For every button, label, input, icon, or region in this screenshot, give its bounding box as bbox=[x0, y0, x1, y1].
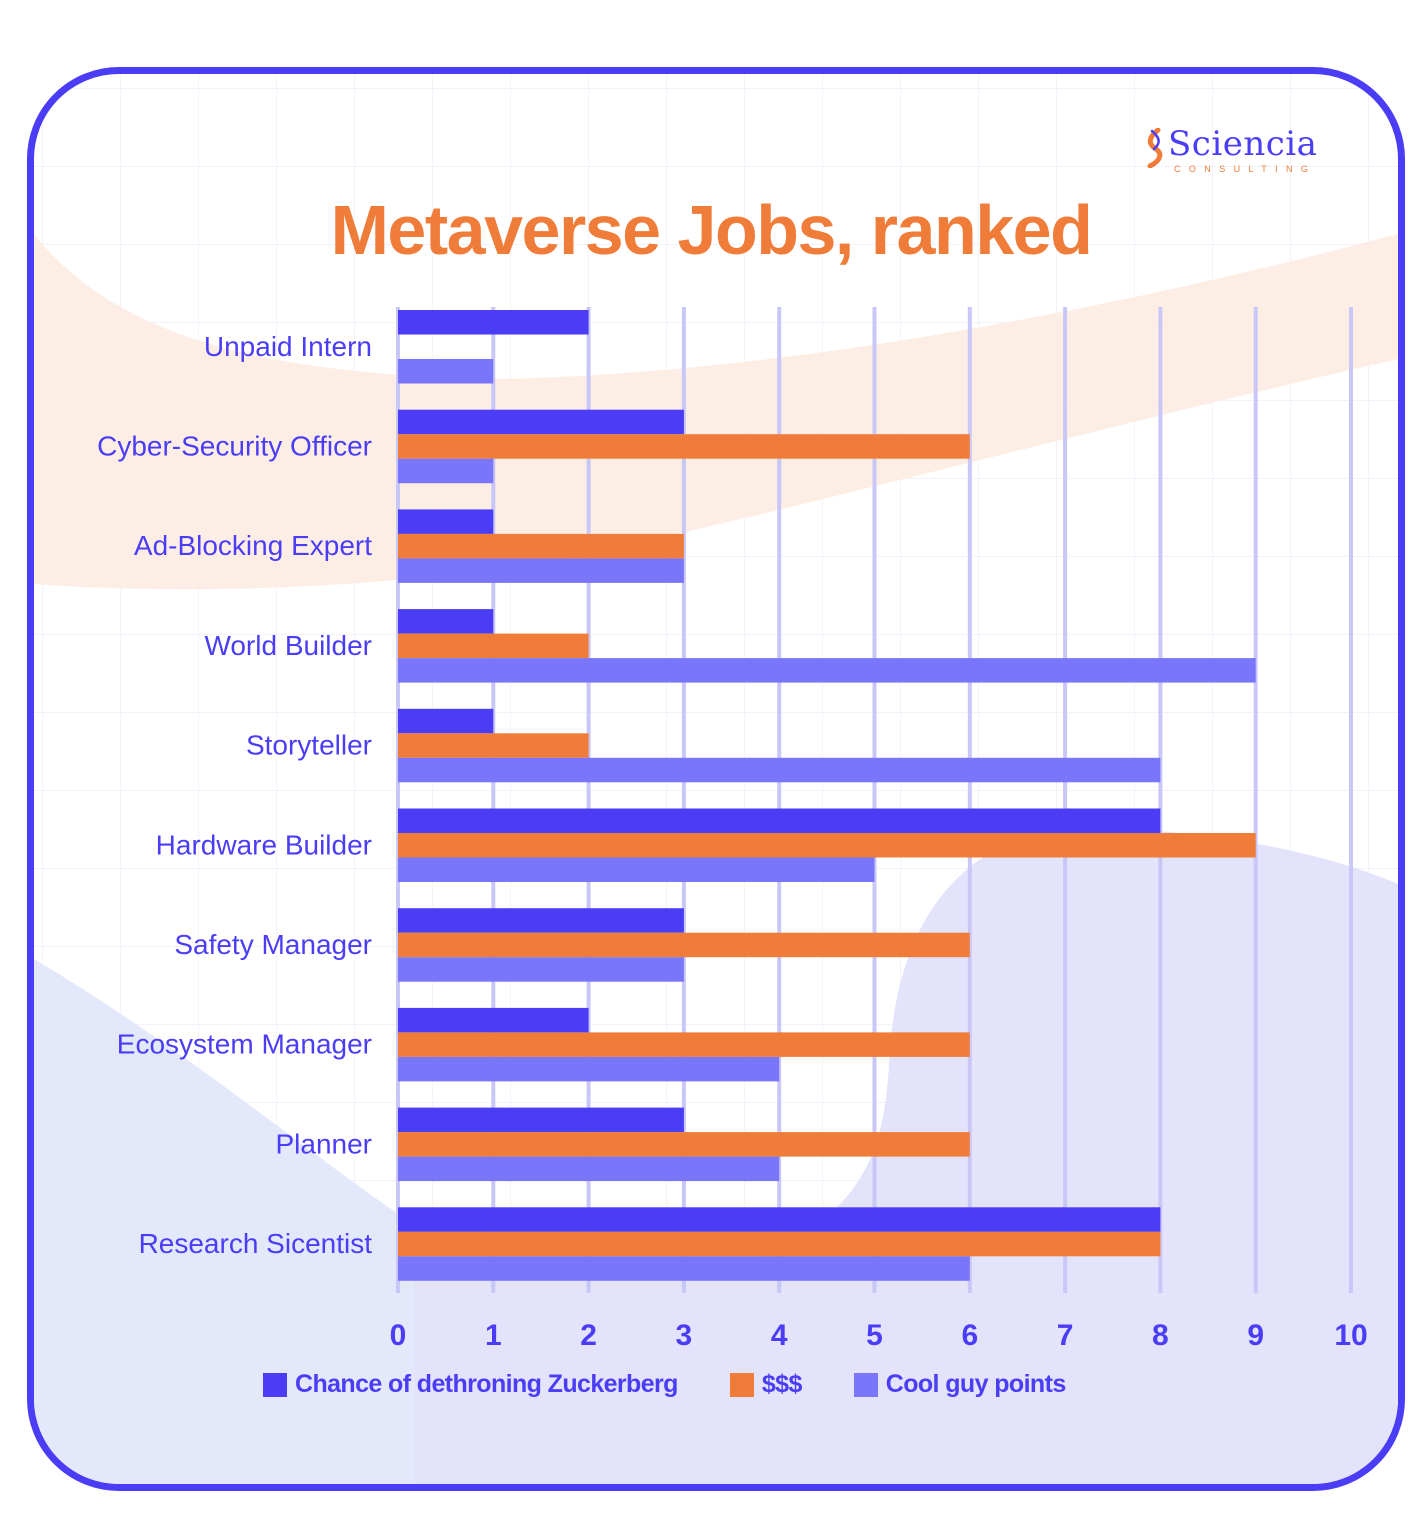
category-label-10: Research Sicentist bbox=[139, 1228, 373, 1259]
legend-label-cool: Cool guy points bbox=[885, 1370, 1066, 1398]
legend-swatch-cool bbox=[853, 1372, 878, 1397]
category-label-4: World Builder bbox=[204, 630, 372, 661]
bar-2-3 bbox=[398, 533, 684, 559]
legend-label-chance: Chance of dethroning Zuckerberg bbox=[295, 1370, 678, 1398]
x-tick-label-0: 0 bbox=[390, 1319, 407, 1352]
bar-1-10 bbox=[398, 1207, 1161, 1232]
bar-1-3 bbox=[398, 509, 494, 534]
legend-item-money: $$$ bbox=[729, 1370, 803, 1399]
bar-1-6 bbox=[398, 808, 1161, 833]
chart-title: Metaverse Jobs, ranked bbox=[330, 191, 1093, 269]
legend-label-money: $$$ bbox=[761, 1370, 803, 1398]
category-label-6: Hardware Builder bbox=[156, 829, 372, 860]
bar-2-10 bbox=[398, 1231, 1161, 1257]
x-tick-label-4: 4 bbox=[771, 1319, 788, 1352]
category-label-9: Planner bbox=[275, 1128, 372, 1159]
x-tick-label-9: 9 bbox=[1247, 1319, 1264, 1352]
bar-1-7 bbox=[398, 908, 684, 933]
bar-2-6 bbox=[398, 833, 1256, 858]
bar-3-1 bbox=[398, 359, 494, 384]
bars bbox=[398, 310, 1256, 1281]
bar-3-7 bbox=[398, 957, 684, 982]
category-label-7: Safety Manager bbox=[174, 929, 372, 960]
category-label-5: Storyteller bbox=[246, 730, 372, 761]
bar-1-8 bbox=[398, 1007, 589, 1033]
bar-1-4 bbox=[398, 609, 494, 634]
category-label-3: Ad-Blocking Expert bbox=[134, 530, 372, 561]
bar-1-1 bbox=[398, 310, 589, 335]
bar-1-2 bbox=[398, 409, 684, 435]
legend-item-cool: Cool guy points bbox=[853, 1370, 1066, 1399]
legend-item-chance: Chance of dethroning Zuckerberg bbox=[263, 1370, 678, 1399]
x-tick-label-8: 8 bbox=[1152, 1319, 1169, 1352]
bar-2-8 bbox=[398, 1032, 970, 1057]
bar-2-2 bbox=[398, 434, 970, 459]
bar-2-9 bbox=[398, 1132, 970, 1157]
x-tick-label-5: 5 bbox=[866, 1319, 883, 1352]
bar-3-6 bbox=[398, 857, 875, 882]
bar-2-4 bbox=[398, 633, 589, 659]
bar-3-2 bbox=[398, 458, 494, 484]
bar-1-5 bbox=[398, 708, 494, 734]
brand-name: Sciencia bbox=[1168, 124, 1318, 164]
x-tick-label-1: 1 bbox=[485, 1319, 502, 1352]
category-label-2: Cyber-Security Officer bbox=[97, 430, 372, 461]
x-axis-ticks: 0 1 2 3 4 5 6 7 8 9 10 bbox=[390, 1319, 1368, 1352]
brand-tagline: CONSULTING bbox=[1174, 164, 1317, 174]
x-tick-label-2: 2 bbox=[580, 1319, 597, 1352]
category-label-1: Unpaid Intern bbox=[204, 331, 372, 362]
bar-3-3 bbox=[398, 558, 684, 583]
bar-3-4 bbox=[398, 658, 1256, 683]
category-label-8: Ecosystem Manager bbox=[117, 1029, 372, 1060]
bar-1-9 bbox=[398, 1107, 684, 1133]
bar-3-9 bbox=[398, 1156, 780, 1182]
x-tick-label-3: 3 bbox=[676, 1319, 693, 1352]
bar-3-10 bbox=[398, 1256, 970, 1281]
category-labels: Unpaid Intern Cyber-Security Officer Ad-Bl… bbox=[97, 331, 372, 1259]
bar-2-5 bbox=[398, 733, 589, 758]
bar-2-7 bbox=[398, 932, 970, 958]
legend-swatch-chance bbox=[263, 1372, 287, 1397]
bar-3-8 bbox=[398, 1056, 780, 1082]
chart-legend: Chance of dethroning Zuckerberg $$$ Cool… bbox=[263, 1370, 1118, 1399]
dna-icon bbox=[1147, 128, 1163, 168]
x-tick-label-6: 6 bbox=[961, 1319, 978, 1352]
legend-swatch-money bbox=[729, 1372, 754, 1397]
x-tick-label-7: 7 bbox=[1057, 1319, 1074, 1352]
x-tick-label-10: 10 bbox=[1334, 1319, 1367, 1352]
bar-3-5 bbox=[398, 757, 1161, 783]
sciencia-logo: Sciencia CONSULTING bbox=[1144, 124, 1324, 182]
